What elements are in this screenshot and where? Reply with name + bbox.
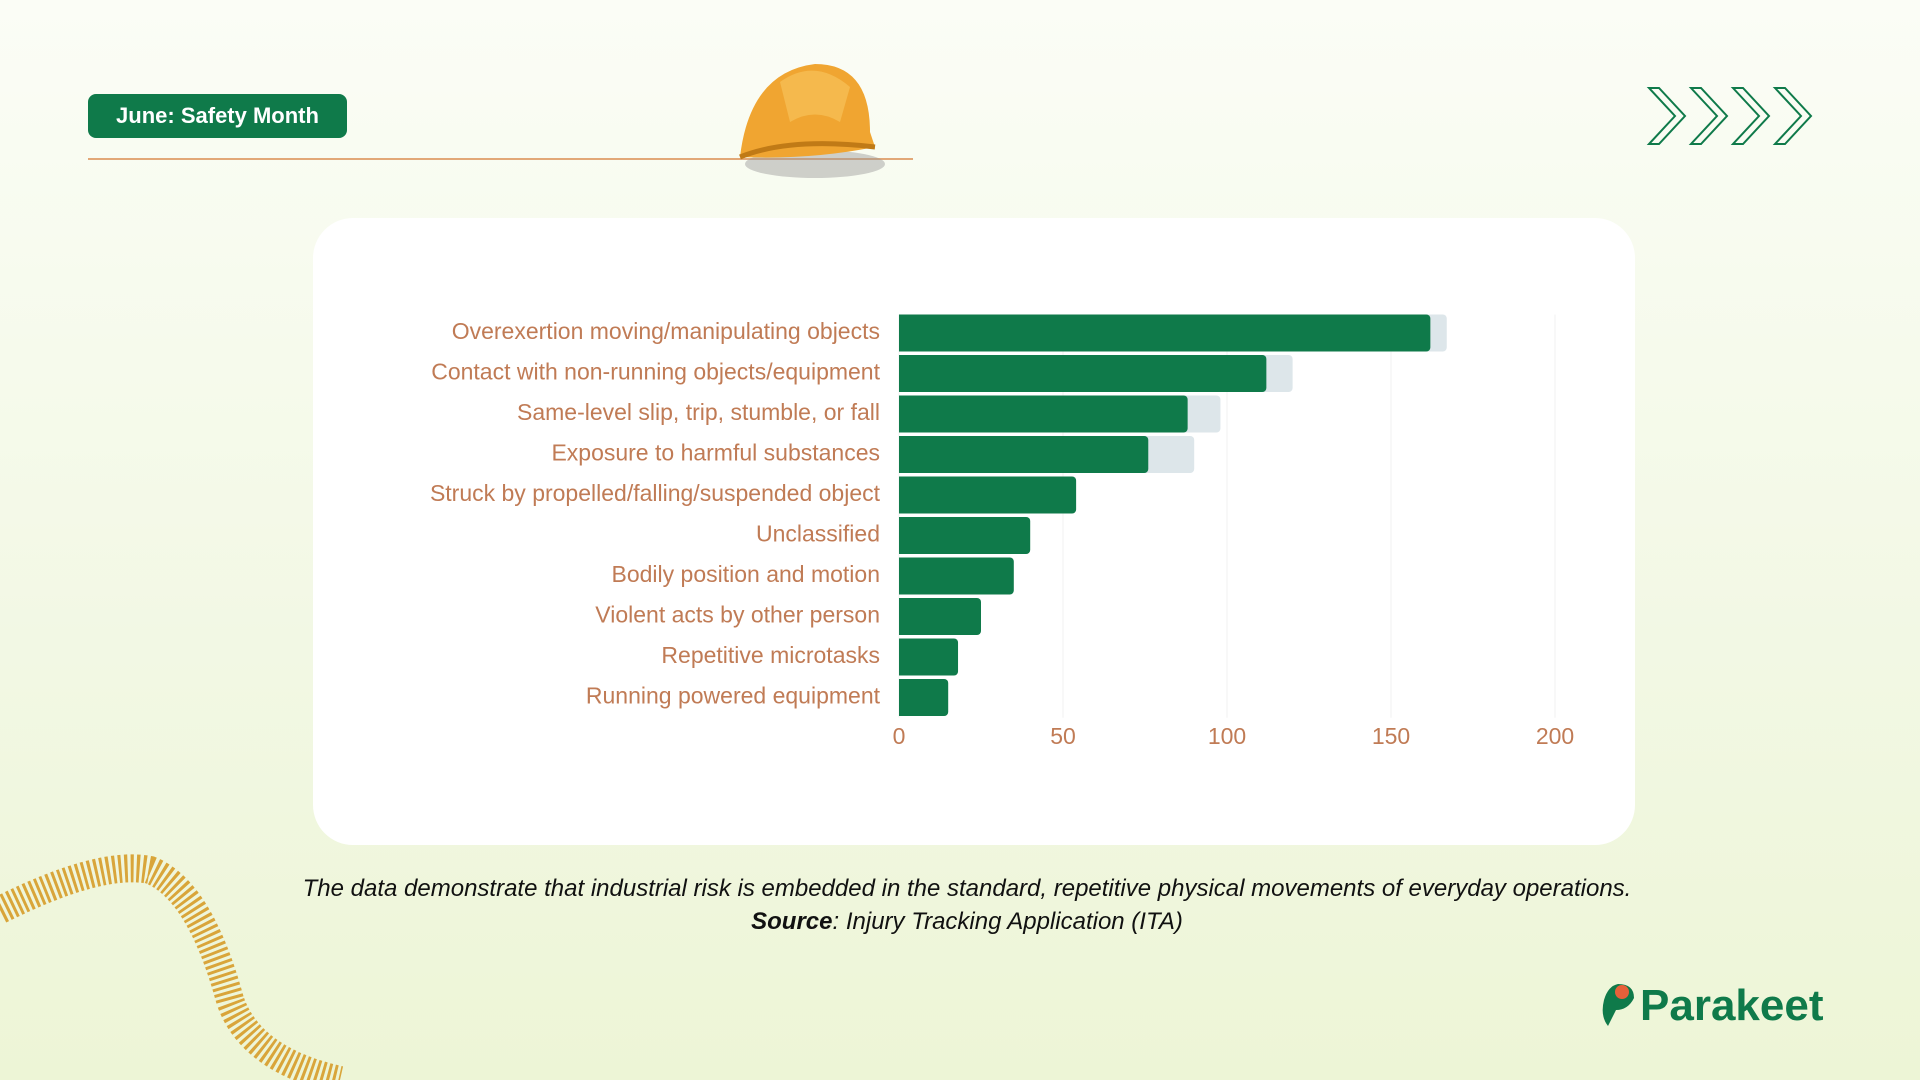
logo: Parakeet	[1598, 980, 1823, 1031]
y-tick-label: Violent acts by other person	[595, 602, 880, 628]
bar-base	[899, 436, 905, 473]
y-tick-label: Same-level slip, trip, stumble, or fall	[517, 399, 880, 425]
y-tick-label: Repetitive microtasks	[661, 642, 880, 668]
bar	[899, 314, 1431, 352]
caption-text: : Injury Tracking Application (ITA)	[832, 908, 1183, 935]
x-tick-label: 150	[1372, 723, 1410, 749]
bar-base	[899, 395, 905, 433]
ribbon-decoration	[0, 854, 344, 1080]
bar-base	[899, 679, 905, 716]
bar-base	[899, 517, 905, 554]
bar	[899, 557, 1014, 595]
chevrons	[1646, 87, 1813, 145]
y-tick-label: Running powered equipment	[586, 683, 881, 709]
caption-bold: Source	[751, 908, 833, 935]
bar-base	[899, 476, 905, 514]
caption-text: The data demonstrate that industrial ris…	[302, 875, 1632, 902]
bar	[899, 436, 1149, 473]
x-tick-label: 0	[893, 723, 906, 749]
x-tick-label: 50	[1050, 723, 1076, 749]
bar-base	[899, 557, 905, 595]
bar-base	[899, 598, 905, 635]
bar	[899, 517, 1031, 554]
bar-base	[899, 314, 905, 352]
logo-text: Parakeet	[1640, 981, 1824, 1030]
bar	[899, 679, 949, 716]
caption: The data demonstrate that industrial ris…	[300, 872, 1634, 938]
y-tick-label: Struck by propelled/falling/suspended ob…	[430, 480, 881, 506]
x-tick-label: 200	[1536, 723, 1574, 749]
bar	[899, 598, 981, 635]
bar	[899, 638, 959, 676]
y-tick-label: Overexertion moving/manipulating objects	[452, 318, 880, 344]
bar-base	[899, 638, 905, 676]
y-tick-label: Unclassified	[756, 521, 880, 547]
bar-base	[899, 355, 905, 392]
y-tick-label: Contact with non-running objects/equipme…	[431, 359, 880, 385]
helmet-icon	[739, 64, 885, 178]
x-tick-label: 100	[1208, 723, 1246, 749]
logo-icon	[1602, 984, 1634, 1026]
divider	[88, 158, 913, 160]
bar	[899, 395, 1188, 433]
badge: June: Safety Month	[88, 94, 347, 138]
y-tick-label: Bodily position and motion	[612, 561, 881, 587]
y-tick-label: Exposure to harmful substances	[551, 440, 880, 466]
bar	[899, 355, 1267, 392]
bar	[899, 476, 1077, 514]
